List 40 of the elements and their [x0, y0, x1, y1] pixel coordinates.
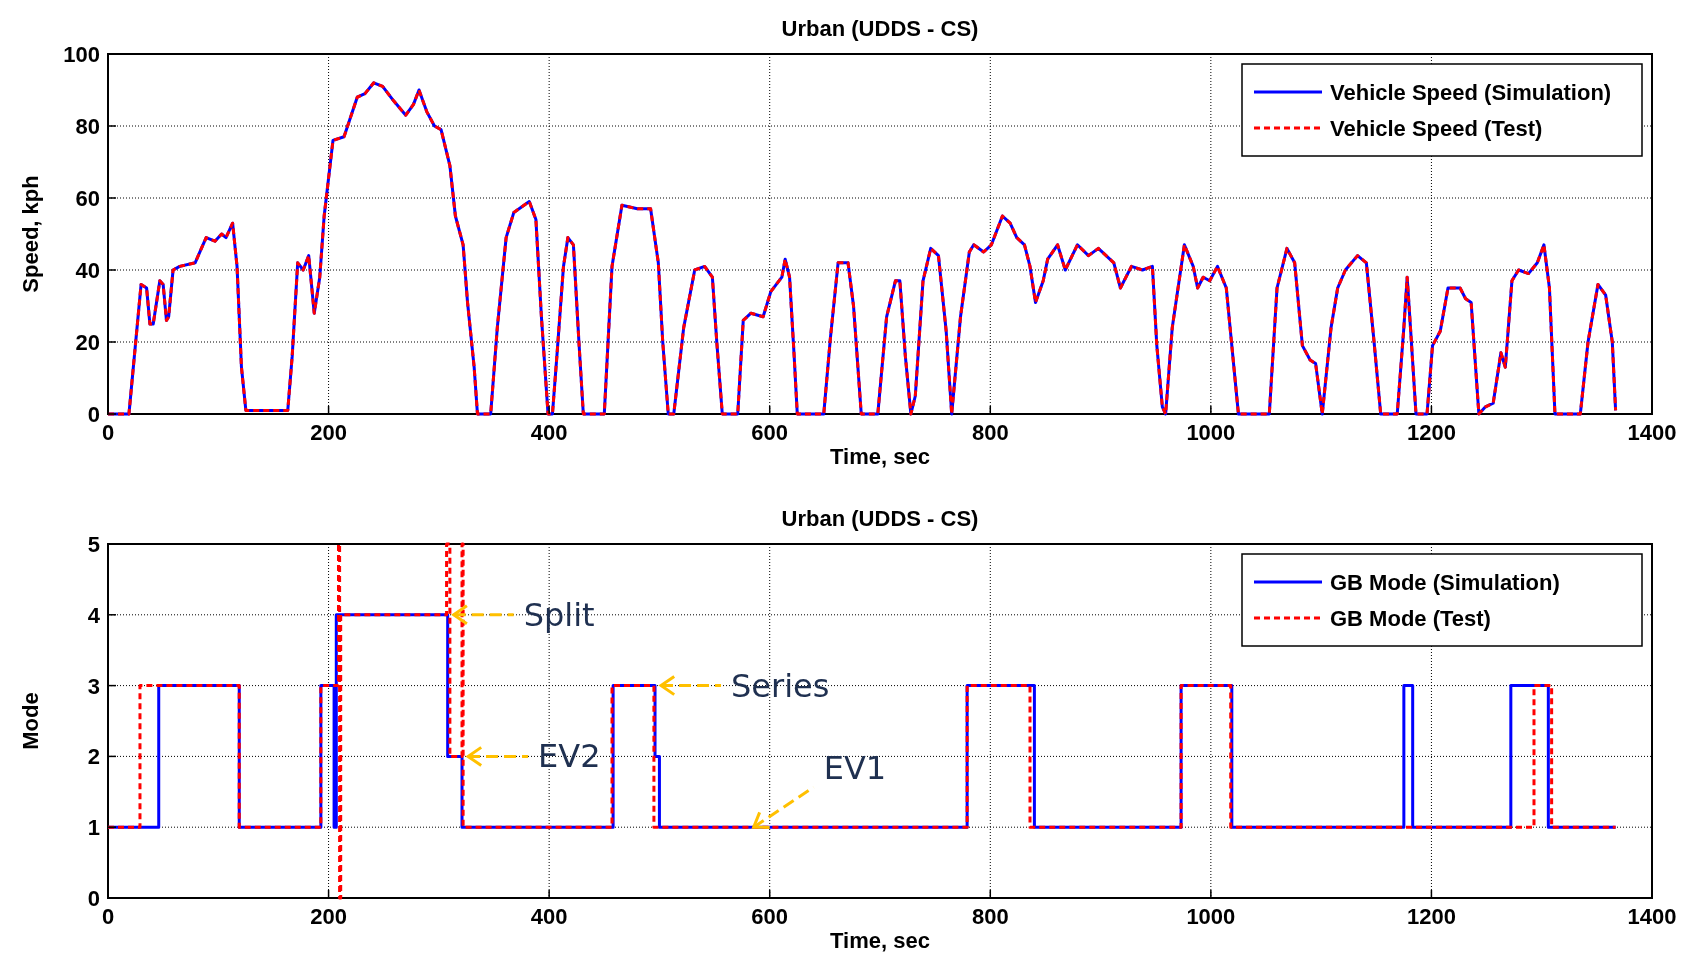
y-tick-label: 0 — [87, 402, 100, 427]
x-tick-label: 600 — [751, 420, 789, 445]
y-axis-title: Speed, kph — [18, 175, 43, 293]
x-tick-label: 1000 — [1186, 420, 1236, 445]
x-tick-label: 1400 — [1627, 904, 1677, 929]
x-tick-label: 200 — [310, 420, 347, 445]
y-tick-label: 4 — [87, 602, 101, 628]
x-tick-label: 800 — [971, 420, 1009, 445]
x-tick-label: 1000 — [1186, 904, 1236, 929]
y-tick-label: 40 — [75, 258, 100, 283]
chart-title: Urban (UDDS - CS) — [781, 506, 979, 531]
chart-title: Urban (UDDS - CS) — [781, 16, 979, 41]
y-tick-label: 5 — [87, 532, 100, 557]
x-axis-title: Time, sec — [830, 928, 930, 953]
x-tick-label: 400 — [530, 904, 568, 929]
x-tick-label: 1200 — [1406, 904, 1456, 929]
x-tick-label: 200 — [310, 904, 347, 929]
annotation: Split — [523, 595, 595, 634]
legend-label: GB Mode (Simulation) — [1330, 570, 1560, 595]
y-tick-label: 100 — [63, 42, 100, 67]
y-tick-label: 2 — [87, 744, 100, 770]
annotation: EV2 — [538, 737, 601, 776]
y-tick-label: 60 — [75, 186, 100, 211]
x-tick-label: 800 — [971, 904, 1009, 929]
legend-label: GB Mode (Test) — [1330, 606, 1491, 631]
legend-label: Vehicle Speed (Simulation) — [1330, 80, 1612, 105]
y-tick-label: 0 — [87, 886, 100, 911]
x-axis-title: Time, sec — [830, 444, 930, 469]
y-tick-label: 1 — [87, 815, 100, 841]
legend-label: Vehicle Speed (Test) — [1330, 116, 1543, 141]
y-tick-label: 20 — [75, 330, 100, 355]
x-tick-label: 600 — [751, 904, 789, 929]
annotation: EV1 — [823, 749, 887, 788]
y-tick-label: 80 — [75, 114, 100, 139]
x-tick-label: 1400 — [1627, 420, 1677, 445]
x-tick-label: 400 — [530, 420, 568, 445]
y-axis-title: Mode — [18, 692, 43, 750]
x-tick-label: 1200 — [1406, 420, 1456, 445]
annotation: Series — [731, 666, 830, 705]
y-tick-label: 3 — [87, 673, 100, 699]
